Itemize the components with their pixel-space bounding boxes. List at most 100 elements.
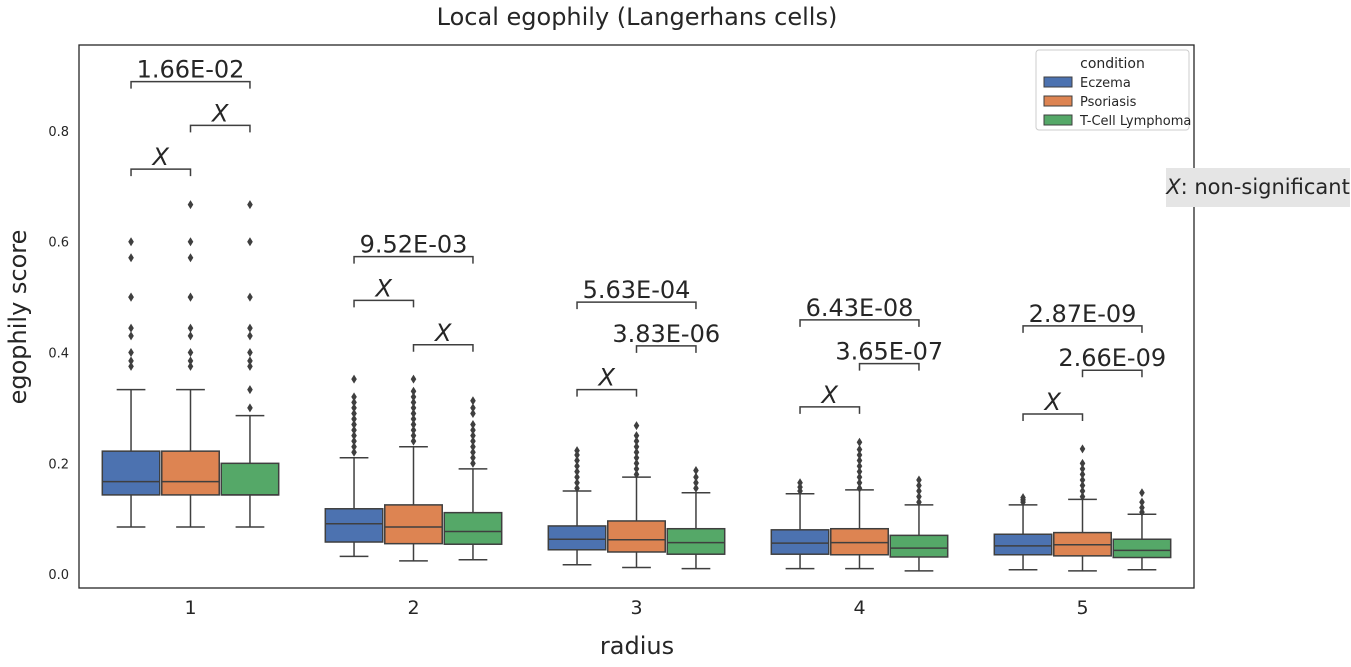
outlier-point [633, 436, 640, 446]
p-value-label: 9.52E-03 [360, 231, 468, 259]
outlier-point [856, 483, 863, 493]
non-significant-label: X [597, 364, 616, 392]
x-tick-label: 2 [407, 597, 419, 619]
outlier-point [574, 472, 580, 482]
box-iqr [161, 450, 220, 496]
outlier-point [351, 442, 357, 452]
outlier-point [247, 361, 253, 371]
outlier-point [916, 497, 922, 507]
outlier-point [574, 456, 580, 466]
legend-entry: Eczema [1080, 76, 1131, 91]
outlier-point [128, 361, 134, 371]
outlier-point [856, 467, 863, 477]
outlier-point [410, 397, 417, 407]
legend-swatch [1043, 76, 1073, 88]
outlier-point [247, 348, 253, 358]
significance-bracket: X [189, 99, 251, 133]
outlier-point [574, 483, 580, 493]
x-tick-label: 4 [853, 597, 865, 619]
outlier-point [470, 396, 476, 406]
bracket-line [576, 388, 638, 397]
outlier-point [351, 420, 357, 430]
outlier-point [633, 442, 640, 452]
y-tick-label: 0.2 [48, 457, 69, 472]
box-t-cell-lymphoma-radius-2 [443, 396, 503, 561]
box-t-cell-lymphoma-radius-1 [220, 200, 280, 528]
outlier-point [916, 486, 922, 496]
outlier-point [187, 356, 194, 366]
box-psoriasis-radius-5 [1053, 444, 1112, 572]
outlier-point [187, 323, 194, 333]
outlier-point [856, 450, 863, 460]
p-value-label: 5.63E-04 [583, 276, 691, 304]
outlier-point [128, 331, 134, 341]
outlier-point [633, 431, 640, 441]
outlier-point [187, 253, 194, 263]
box-eczema-radius-5 [993, 493, 1053, 571]
outlier-point [574, 461, 580, 471]
outlier-point [797, 478, 803, 488]
outlier-point [693, 478, 699, 488]
y-tick-label: 0.8 [48, 125, 69, 140]
outlier-point [247, 385, 253, 395]
box-psoriasis-radius-4 [830, 437, 889, 570]
significance-bracket: 3.83E-06 [612, 320, 720, 353]
outlier-point [128, 356, 134, 366]
outlier-point [693, 483, 699, 493]
outlier-point [1139, 497, 1145, 507]
outlier-point [410, 392, 417, 402]
bracket-line [799, 319, 920, 327]
outlier-point [247, 200, 253, 210]
outlier-point [351, 425, 357, 435]
outlier-point [351, 436, 357, 446]
legend-swatch [1043, 114, 1073, 126]
outlier-point [247, 292, 253, 302]
non-significant-label: X [820, 381, 839, 409]
box-psoriasis-radius-3 [607, 421, 666, 569]
bracket-line [353, 299, 415, 308]
outlier-point [693, 466, 699, 476]
outlier-point [128, 253, 134, 263]
outlier-point [633, 458, 640, 468]
outlier-point [128, 292, 134, 302]
legend-entry: T-Cell Lymphoma [1079, 114, 1191, 129]
box-t-cell-lymphoma-radius-3 [666, 466, 726, 570]
p-value-label: 2.87E-09 [1029, 300, 1137, 328]
x-tick-label: 5 [1076, 597, 1088, 619]
box-eczema-radius-1 [101, 237, 161, 528]
box-iqr [993, 533, 1053, 556]
box-t-cell-lymphoma-radius-4 [889, 475, 949, 572]
outlier-point [1079, 458, 1086, 468]
box-psoriasis-radius-2 [384, 374, 443, 562]
bracket-line [576, 301, 697, 310]
outlier-point [187, 361, 194, 371]
bracket-line [635, 345, 697, 353]
outlier-point [574, 478, 580, 488]
legend-swatch [1043, 95, 1073, 107]
outlier-point [410, 408, 417, 418]
outlier-point [470, 403, 476, 413]
outlier-point [187, 292, 194, 302]
outlier-point [470, 436, 476, 446]
significance-bracket: X [353, 274, 415, 308]
bracket-line [189, 124, 251, 133]
significance-bracket: X [130, 143, 192, 177]
significance-bracket: 2.87E-09 [1022, 300, 1143, 333]
outlier-point [470, 442, 476, 452]
legend-entry: Psoriasis [1080, 95, 1137, 110]
bracket-line [1081, 369, 1143, 378]
outlier-point [247, 323, 253, 333]
outlier-point [187, 200, 194, 210]
outlier-point [470, 408, 476, 418]
box-iqr [101, 450, 161, 496]
p-value-label: 2.66E-09 [1058, 344, 1166, 372]
outlier-point [470, 420, 476, 430]
box-iqr [443, 511, 503, 545]
box-psoriasis-radius-1 [161, 200, 220, 528]
outlier-point [187, 237, 194, 247]
outlier-point [351, 403, 357, 413]
non-significant-label: X [374, 274, 393, 302]
outlier-point [128, 348, 134, 358]
outlier-point [247, 403, 253, 413]
